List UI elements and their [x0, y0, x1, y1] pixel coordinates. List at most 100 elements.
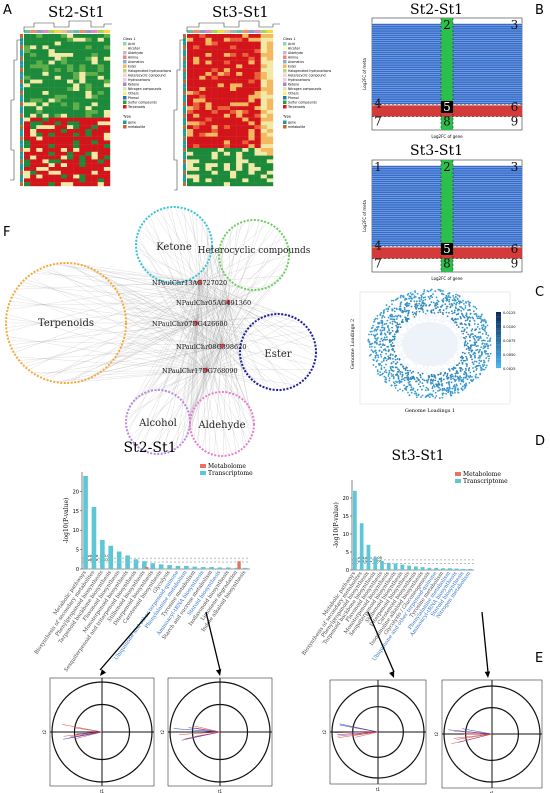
network-edge: [159, 301, 229, 455]
loadings-point: [433, 385, 436, 388]
network-edge: [182, 281, 201, 443]
heatmap-cell: [266, 110, 274, 114]
network-edge: [221, 230, 280, 347]
loadings-point: [485, 350, 488, 353]
loadings-point: [391, 357, 394, 360]
heatmap-cell: [266, 155, 274, 160]
loadings-point: [441, 387, 444, 390]
heatmap-cell: [36, 163, 43, 168]
network-hub-node: [193, 320, 199, 326]
loadings-point: [481, 342, 484, 345]
loadings-point: [484, 325, 487, 328]
heatmap-cell: [193, 182, 200, 187]
heatmap-cell: [242, 87, 249, 92]
legend-swatch: [283, 91, 287, 95]
heatmap-cell: [97, 159, 105, 164]
loadings-point: [475, 369, 478, 371]
heatmap-cell: [24, 167, 31, 171]
loadings-point: [438, 389, 441, 392]
heatmap-cell: [223, 159, 231, 164]
heatmap-cell: [79, 94, 86, 99]
heatmap-cell: [79, 60, 86, 65]
heatmap-cell: [205, 45, 212, 50]
loadings-point: [458, 348, 461, 351]
heatmap-cell: [54, 174, 62, 179]
loadings-point: [408, 295, 411, 297]
loadings-point: [468, 316, 471, 319]
network-edge: [221, 345, 314, 366]
heatmap-cell: [230, 110, 237, 114]
loadings-point: [478, 362, 481, 364]
heatmap-cell: [242, 91, 249, 95]
heatmap-cell: [48, 125, 55, 130]
loadings-point: [410, 367, 412, 370]
heatmap-cell: [187, 129, 194, 133]
heatmap-cell: [85, 170, 92, 175]
heatmap-cell: [211, 178, 218, 183]
loadings-point: [412, 313, 415, 316]
loadings-point: [452, 377, 455, 380]
loadings-point: [401, 375, 404, 378]
loadings-point: [392, 360, 395, 363]
heatmap-cell: [205, 170, 212, 175]
loadings-point: [427, 295, 430, 298]
network-edge: [141, 281, 201, 395]
heatmap-cell: [91, 136, 98, 141]
heatmap-cell: [91, 117, 98, 122]
heatmap-cell: [217, 41, 225, 46]
loadings-point: [390, 339, 393, 342]
loadings-point: [413, 367, 416, 370]
bar-transcriptome: [420, 567, 425, 570]
heatmap-cell: [230, 45, 237, 50]
heatmap-cell: [85, 68, 92, 73]
heatmap-cell: [223, 41, 231, 46]
heatmap-cell: [242, 117, 249, 122]
loadings-point: [455, 333, 458, 336]
heatmap-cell: [211, 167, 218, 171]
loadings-point: [467, 333, 470, 336]
correlation-arrow: [74, 727, 103, 733]
pvalue-label: p-value = 0.05: [84, 553, 113, 558]
heatmap-cell: [230, 102, 237, 107]
legend-title: Class 1: [283, 37, 296, 41]
loadings-point: [428, 376, 430, 379]
heatmap-cell: [30, 64, 37, 69]
heatmap-cell: [103, 159, 111, 164]
heatmap-cell: [97, 155, 105, 160]
loadings-point: [384, 369, 387, 372]
heatmap-cell: [211, 125, 218, 130]
legend-label: Acid: [288, 42, 295, 46]
loadings-point: [478, 337, 481, 340]
heatmap-cell: [187, 94, 194, 99]
network-edge: [227, 301, 241, 355]
heatmap-cell: [48, 121, 55, 126]
loadings-point: [468, 381, 471, 384]
loadings-point: [441, 396, 444, 399]
heatmap-cell: [67, 102, 74, 107]
heatmap-cell: [85, 75, 92, 80]
heatmap-cell: [24, 174, 31, 179]
heatmap-cell: [79, 106, 86, 111]
quadrant-number: 7: [374, 257, 382, 271]
loadings-point: [465, 384, 468, 387]
loadings-point: [397, 326, 400, 328]
loadings-point: [390, 343, 392, 346]
heatmap-cell: [187, 68, 194, 73]
loadings-point: [465, 376, 468, 379]
heatmap-cell: [199, 45, 206, 50]
heatmap-cell: [48, 72, 55, 76]
heatmap-cell: [242, 132, 249, 137]
heatmap-cell: [260, 68, 268, 73]
heatmap-cell: [36, 167, 43, 171]
loadings-point: [399, 333, 402, 336]
heatmap-cell: [85, 155, 92, 160]
heatmap-cell: [60, 56, 68, 61]
bar-transcriptome: [108, 545, 114, 569]
loadings-point: [391, 365, 394, 368]
loadings-point: [409, 292, 412, 294]
loadings-point: [417, 307, 420, 310]
heatmap-cell: [223, 151, 231, 156]
loadings-point: [431, 393, 434, 396]
loadings-point: [464, 341, 467, 344]
loadings-point: [428, 297, 431, 300]
